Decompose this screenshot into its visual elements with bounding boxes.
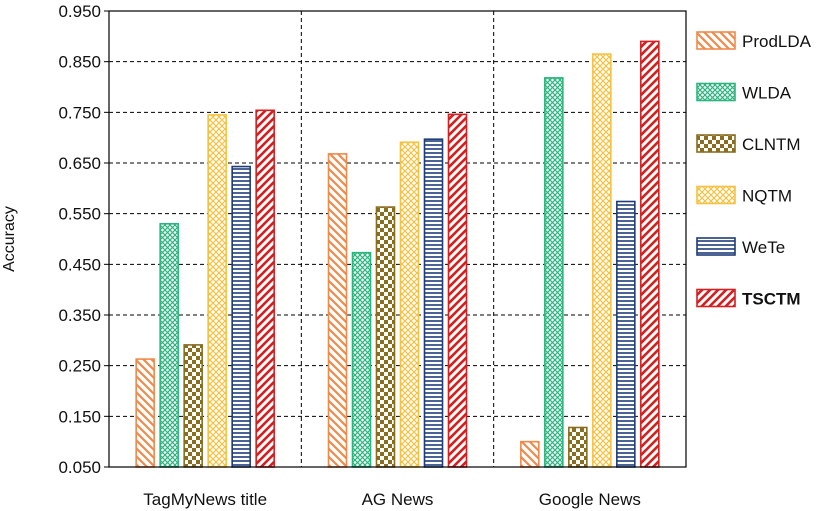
y-tick-label: 0.750 [58,103,101,122]
y-tick-label: 0.450 [58,255,101,274]
legend: ProdLDA WLDA CLNTM NQTM WeTe TSCTM [696,31,812,309]
y-axis-title: Accuracy [1,206,18,272]
bars [135,40,660,468]
axes: 0.050 0.150 0.250 0.350 0.450 0.550 0.650 0.750… [1,2,687,509]
bar-clntm-0 [183,344,203,468]
bar-wete-1 [423,138,444,468]
legend-label-wete: WeTe [742,238,785,257]
bar-prodlda-2 [520,440,540,468]
bar-nqtm-1 [399,141,420,468]
legend-label-prodlda: ProdLDA [742,32,812,51]
legend-swatch-nqtm [696,185,736,205]
bar-wete-0 [231,165,251,468]
bar-clntm-1 [375,206,396,468]
y-tick-label: 0.250 [58,357,101,376]
y-tick-label: 0.550 [58,205,101,224]
legend-swatch-wlda [696,82,736,102]
bar-wlda-1 [351,251,372,468]
y-tick-label: 0.950 [58,2,101,21]
bar-tsctm-2 [640,40,660,468]
legend-label-clntm: CLNTM [742,135,801,154]
x-tick-label: AG News [362,490,434,509]
bar-tsctm-1 [447,113,468,468]
x-tick-label: TagMyNews title [143,490,267,509]
legend-swatch-clntm [696,134,736,153]
bar-nqtm-0 [207,114,227,468]
y-tick-label: 0.050 [58,458,101,477]
x-tick-label: Google News [539,490,641,509]
y-tick-label: 0.650 [58,154,101,173]
legend-swatch-tsctm [696,288,736,308]
y-tick-label: 0.850 [58,53,101,72]
bar-prodlda-0 [135,358,155,468]
gridlines [109,11,686,467]
bar-clntm-2 [568,426,588,468]
bar-wlda-0 [159,223,179,468]
y-tick-label: 0.150 [58,407,101,426]
bar-nqtm-2 [592,53,612,468]
plot-frame [108,10,687,468]
y-tick-label: 0.350 [58,306,101,325]
bar-tsctm-0 [255,109,275,468]
legend-label-nqtm: NQTM [742,187,792,206]
bar-wete-2 [616,200,636,468]
legend-swatch-prodlda [696,31,736,50]
legend-swatch-wete [696,237,736,256]
legend-label-wlda: WLDA [742,84,792,103]
bar-wlda-2 [544,77,564,468]
legend-label-tsctm: TSCTM [742,290,801,309]
bar-prodlda-1 [327,153,348,468]
